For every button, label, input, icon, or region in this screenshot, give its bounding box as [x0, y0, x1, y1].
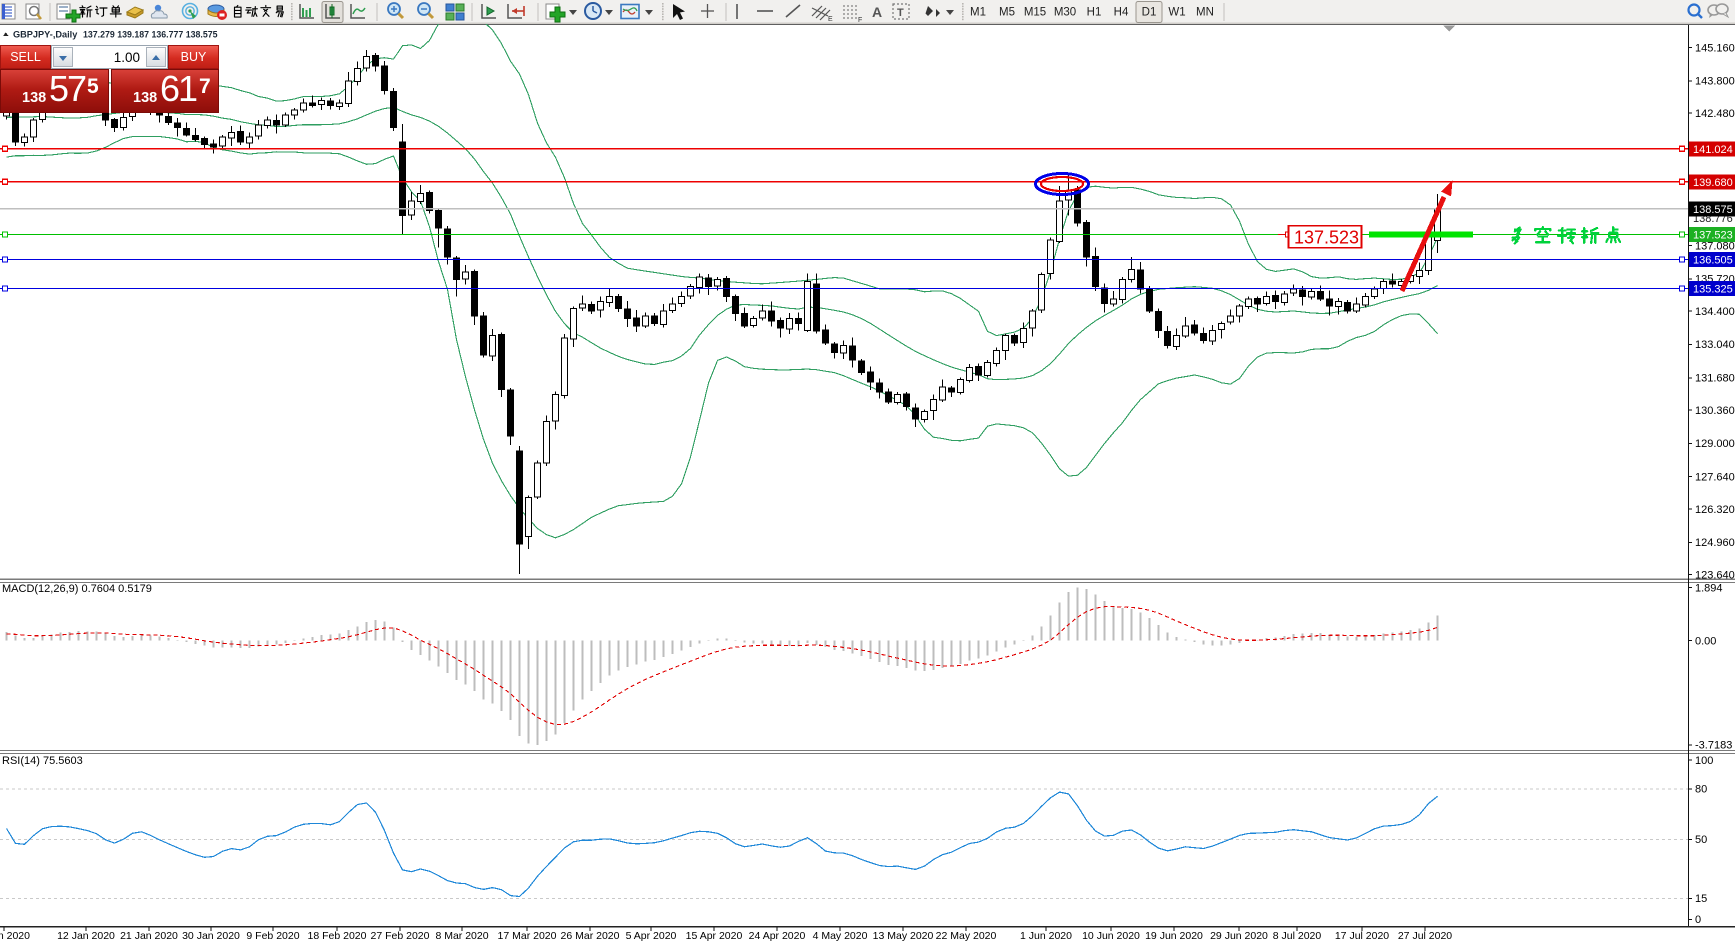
- svg-text:29 Jun 2020: 29 Jun 2020: [1210, 930, 1268, 942]
- svg-text:137.279 139.187 136.777 138.57: 137.279 139.187 136.777 138.575: [83, 30, 218, 40]
- svg-text:127.640: 127.640: [1695, 472, 1735, 484]
- svg-text:30 Jan 2020: 30 Jan 2020: [182, 930, 240, 942]
- svg-text:100: 100: [1695, 755, 1713, 767]
- svg-text:80: 80: [1695, 784, 1707, 796]
- svg-text:-3.7183: -3.7183: [1695, 740, 1732, 752]
- svg-text:141.024: 141.024: [1693, 144, 1733, 156]
- svg-text:27 Jul 2020: 27 Jul 2020: [1398, 930, 1452, 942]
- svg-text:0.00: 0.00: [1695, 636, 1716, 648]
- svg-text:123.640: 123.640: [1695, 570, 1735, 582]
- svg-text:H1: H1: [1087, 7, 1102, 19]
- svg-text:17 Jul 2020: 17 Jul 2020: [1335, 930, 1389, 942]
- svg-text:F: F: [858, 17, 862, 24]
- svg-text:27 Feb 2020: 27 Feb 2020: [371, 930, 430, 942]
- svg-text:136.505: 136.505: [1693, 255, 1733, 267]
- svg-text:T: T: [897, 7, 904, 19]
- svg-text:MN: MN: [1196, 7, 1214, 19]
- svg-text:4 May 2020: 4 May 2020: [813, 930, 868, 942]
- svg-text:22 May 2020: 22 May 2020: [936, 930, 997, 942]
- svg-text:17 Mar 2020: 17 Mar 2020: [498, 930, 557, 942]
- svg-text:15 Apr 2020: 15 Apr 2020: [686, 930, 743, 942]
- svg-text:139.680: 139.680: [1693, 177, 1733, 189]
- svg-text:M15: M15: [1024, 7, 1046, 19]
- svg-text:M1: M1: [970, 7, 986, 19]
- svg-text:GBPJPY-,Daily: GBPJPY-,Daily: [13, 30, 78, 40]
- svg-text:1 Jun 2020: 1 Jun 2020: [1020, 930, 1072, 942]
- svg-text:26 Mar 2020: 26 Mar 2020: [561, 930, 620, 942]
- svg-text:135.325: 135.325: [1693, 284, 1733, 296]
- svg-text:137.080: 137.080: [1695, 240, 1735, 252]
- svg-text:8 Jul 2020: 8 Jul 2020: [1273, 930, 1322, 942]
- svg-text:10 Jun 2020: 10 Jun 2020: [1082, 930, 1140, 942]
- svg-text:18 Feb 2020: 18 Feb 2020: [308, 930, 367, 942]
- svg-text:E: E: [828, 16, 833, 23]
- svg-text:D1: D1: [1142, 7, 1157, 19]
- svg-text:142.480: 142.480: [1695, 108, 1735, 120]
- svg-text:130.360: 130.360: [1695, 405, 1735, 417]
- svg-text:50: 50: [1695, 834, 1707, 846]
- svg-text:21 Jan 2020: 21 Jan 2020: [120, 930, 178, 942]
- svg-text:M30: M30: [1054, 7, 1076, 19]
- svg-text:5 Apr 2020: 5 Apr 2020: [626, 930, 677, 942]
- svg-text:W1: W1: [1168, 7, 1185, 19]
- svg-text:137.523: 137.523: [1294, 228, 1359, 248]
- svg-text:13 May 2020: 13 May 2020: [873, 930, 934, 942]
- svg-text:143.800: 143.800: [1695, 76, 1735, 88]
- svg-text:A: A: [872, 4, 882, 20]
- svg-text:1.894: 1.894: [1695, 582, 1723, 594]
- svg-text:134.400: 134.400: [1695, 306, 1735, 318]
- svg-text:131.680: 131.680: [1695, 373, 1735, 385]
- svg-text:M5: M5: [999, 7, 1015, 19]
- svg-text:H4: H4: [1114, 7, 1129, 19]
- svg-text:129.000: 129.000: [1695, 438, 1735, 450]
- svg-text:24 Apr 2020: 24 Apr 2020: [749, 930, 806, 942]
- svg-text:138.575: 138.575: [1693, 204, 1733, 216]
- svg-text:12 Jan 2020: 12 Jan 2020: [57, 930, 115, 942]
- svg-text:126.320: 126.320: [1695, 504, 1735, 516]
- svg-text:133.040: 133.040: [1695, 339, 1735, 351]
- svg-text:137.523: 137.523: [1693, 230, 1733, 242]
- svg-text:8 Mar 2020: 8 Mar 2020: [435, 930, 488, 942]
- svg-text:15: 15: [1695, 893, 1707, 905]
- svg-text:2 Jan 2020: 2 Jan 2020: [0, 930, 30, 942]
- svg-text:9 Feb 2020: 9 Feb 2020: [246, 930, 299, 942]
- svg-text:145.160: 145.160: [1695, 42, 1735, 54]
- svg-text:0: 0: [1695, 914, 1701, 926]
- svg-text:19 Jun 2020: 19 Jun 2020: [1145, 930, 1203, 942]
- svg-text:124.960: 124.960: [1695, 537, 1735, 549]
